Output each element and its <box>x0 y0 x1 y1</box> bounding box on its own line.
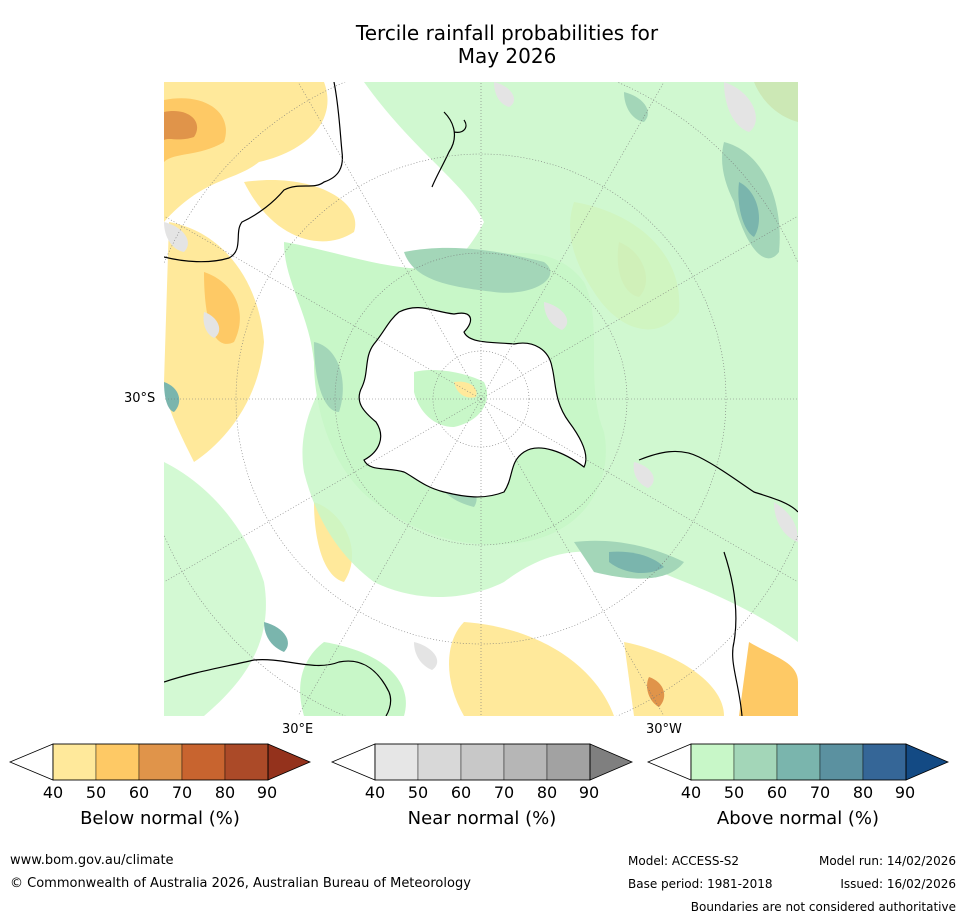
colorbar-below-swatches <box>8 743 312 781</box>
graticule <box>164 82 798 716</box>
title-line-2: May 2026 <box>457 44 557 68</box>
tick-label: 80 <box>852 783 874 802</box>
colorbar-title: Near normal (%) <box>407 808 557 829</box>
colorbar-extend-high <box>905 743 950 781</box>
colorbar-near-normal: 40 50 60 70 80 90 Near normal (%) <box>330 743 634 854</box>
colorbar-above-swatches <box>646 743 950 781</box>
africa-outline <box>164 658 392 716</box>
south-america-outline <box>638 450 798 716</box>
tick-label: 40 <box>42 783 64 802</box>
lat-label-30s: 30°S <box>124 391 156 406</box>
model-run-text: Model run: 14/02/2026 <box>818 854 956 868</box>
near-normal-regions <box>164 82 798 670</box>
lon-label-30w: 30°W <box>646 722 682 737</box>
colorbar-swatch <box>546 743 591 781</box>
tick-label: 60 <box>766 783 788 802</box>
colorbar-swatch <box>690 743 735 781</box>
colorbar-swatch <box>819 743 864 781</box>
colorbar-swatch <box>374 743 419 781</box>
tick-label: 50 <box>723 783 745 802</box>
colorbar-swatch <box>417 743 462 781</box>
colorbar-title: Below normal (%) <box>80 808 240 829</box>
tick-label: 90 <box>256 783 278 802</box>
tick-label: 50 <box>85 783 107 802</box>
colorbar-frame <box>374 743 591 781</box>
tick-label: 70 <box>809 783 831 802</box>
colorbar-swatch <box>95 743 140 781</box>
australia-outline <box>164 82 344 263</box>
colorbar-swatch <box>776 743 821 781</box>
colorbar-swatch <box>503 743 548 781</box>
disclaimer-text: Boundaries are not considered authoritat… <box>690 900 956 914</box>
colorbar-extend-low <box>330 743 376 781</box>
tick-label: 80 <box>214 783 236 802</box>
colorbar-near-swatches <box>330 743 634 781</box>
colorbar-title: Above normal (%) <box>716 808 880 829</box>
map-title: Tercile rainfall probabilities for May 2… <box>0 22 965 68</box>
colorbar-swatch <box>460 743 505 781</box>
tick-label: 60 <box>128 783 150 802</box>
base-period-text: Base period: 1981-2018 <box>628 877 773 891</box>
model-text: Model: ACCESS-S2 <box>628 854 740 868</box>
colorbar-above-normal: 40 50 60 70 80 90 Above normal (%) <box>646 743 950 854</box>
copyright-text: © Commonwealth of Australia 2026, Austra… <box>10 876 471 891</box>
tick-label: 70 <box>493 783 515 802</box>
tick-label: 90 <box>578 783 600 802</box>
tick-label: 90 <box>894 783 916 802</box>
tick-label: 50 <box>407 783 429 802</box>
new-zealand-outline <box>431 111 467 188</box>
website-link[interactable]: www.bom.gov.au/climate <box>10 853 174 868</box>
colorbar-frame <box>52 743 269 781</box>
colorbar-swatch <box>224 743 269 781</box>
tick-label: 70 <box>171 783 193 802</box>
colorbar-swatch <box>52 743 97 781</box>
tick-label: 40 <box>680 783 702 802</box>
colorbar-swatch <box>733 743 778 781</box>
tick-label: 80 <box>536 783 558 802</box>
title-line-1: Tercile rainfall probabilities for <box>355 21 659 45</box>
colorbar-extend-low <box>8 743 54 781</box>
colorbar-extend-low <box>646 743 692 781</box>
polar-map[interactable] <box>164 82 798 716</box>
colorbar-extend-high <box>267 743 312 781</box>
colorbar-frame <box>690 743 907 781</box>
tick-label: 60 <box>450 783 472 802</box>
tick-label: 40 <box>364 783 386 802</box>
colorbar-extend-high <box>589 743 634 781</box>
lon-label-30e: 30°E <box>282 722 314 737</box>
colorbar-swatch <box>181 743 226 781</box>
map-canvas <box>164 82 798 716</box>
colorbar-below-normal: 40 50 60 70 80 90 Below normal (%) <box>8 743 312 854</box>
issued-text: Issued: 16/02/2026 <box>840 877 956 891</box>
colorbar-swatch <box>138 743 183 781</box>
colorbar-swatch <box>862 743 907 781</box>
